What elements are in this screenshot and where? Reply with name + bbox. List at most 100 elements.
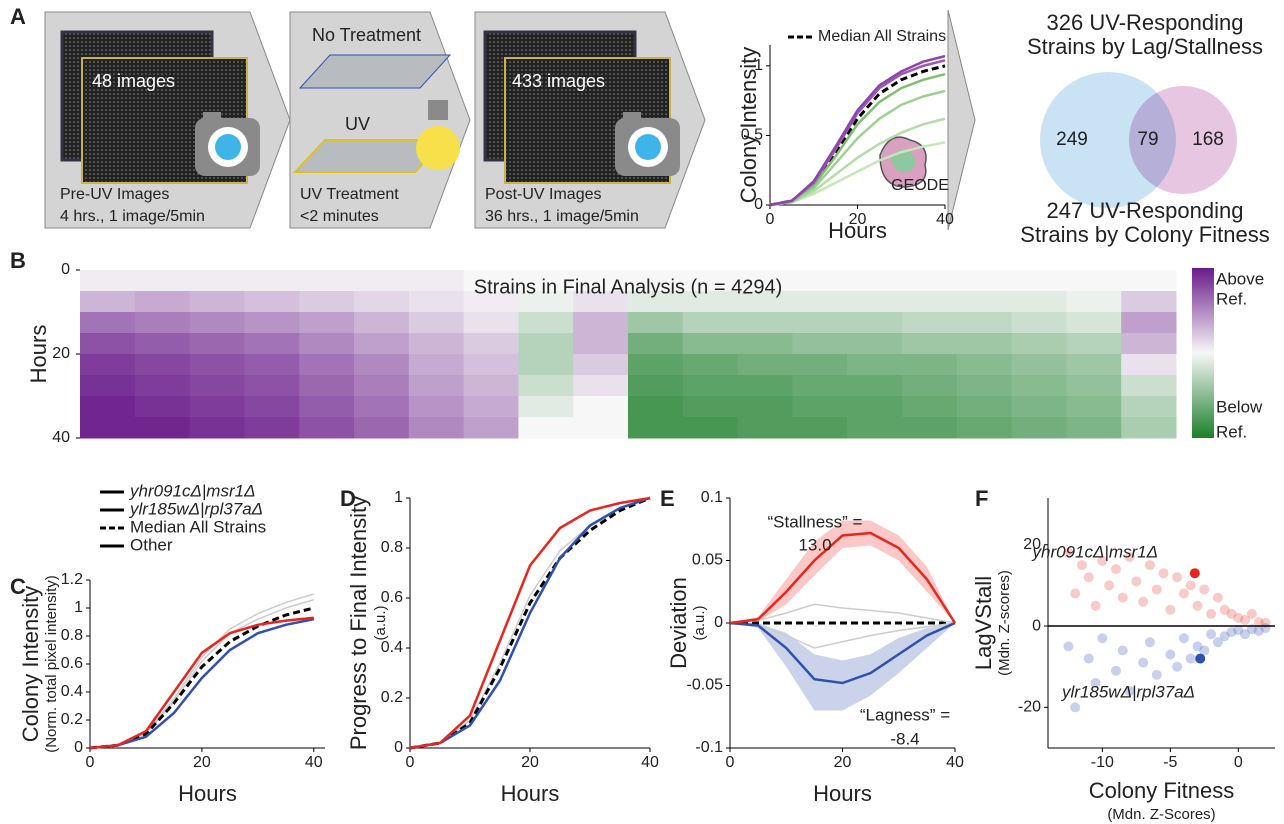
scatter-point — [1165, 649, 1176, 660]
scatter-point — [1260, 617, 1271, 628]
heatmap-cell — [189, 312, 245, 334]
heatmap-cell — [1011, 291, 1067, 313]
heatmap-cell — [354, 375, 410, 397]
heatmap-cell — [244, 354, 300, 376]
venn-subtitle: 247 UV-Responding — [1047, 198, 1244, 223]
scatter-point — [1110, 665, 1121, 676]
y-tick-label: 0.8 — [381, 539, 403, 556]
y-axis-sublabel: (a.u.) — [372, 605, 389, 640]
annotation: yhr091cΔ|msr1Δ — [1032, 542, 1158, 561]
heatmap-cell — [792, 396, 848, 418]
heatmap-cell — [682, 291, 739, 313]
colorbar — [1192, 268, 1214, 438]
y-axis-sublabel: (Mdn. Z-scores) — [996, 570, 1013, 676]
series-line — [769, 54, 946, 207]
heatmap-cell — [573, 354, 629, 376]
series-line — [409, 496, 651, 750]
heatmap-cell — [628, 417, 684, 439]
y-axis-sublabel: (a.u.) — [691, 605, 708, 640]
scatter-point — [1219, 604, 1230, 615]
scatter-point — [1178, 588, 1189, 599]
scatter-point — [1233, 625, 1244, 636]
heatmap-cell — [847, 333, 903, 355]
y-tick-label: 0.5 — [741, 127, 763, 144]
x-tick-label: 0 — [86, 754, 95, 771]
heatmap-cell — [134, 396, 191, 418]
highlight-point — [1189, 568, 1200, 579]
heatmap-cell — [408, 291, 465, 313]
heatmap-cell — [847, 270, 903, 292]
heatmap-cell — [737, 270, 793, 292]
heatmap-cell — [573, 375, 629, 397]
heatmap-cell — [1011, 417, 1067, 439]
heatmap-cell — [902, 270, 958, 292]
series-line — [729, 621, 956, 685]
venn-count: 79 — [1137, 129, 1158, 150]
heatmap-cell — [1011, 333, 1067, 355]
y-tick-label: 1 — [394, 489, 403, 506]
x-tick-label: 20 — [193, 754, 211, 771]
y-tick-label: 0 — [1032, 617, 1041, 634]
annotation: 13.0 — [798, 535, 831, 554]
heatmap-cell — [682, 333, 739, 355]
series-line — [409, 497, 651, 749]
heatmap-cell — [1066, 375, 1122, 397]
step-detail: <2 minutes — [300, 208, 379, 225]
scatter-point — [1131, 576, 1142, 587]
x-tick-label: -5 — [1163, 754, 1177, 771]
x-tick-label: 0 — [766, 211, 775, 228]
y-tick-label: -0.1 — [695, 739, 723, 756]
x-tick-label: 40 — [641, 754, 659, 771]
heatmap-cell — [1066, 270, 1122, 292]
heatmap-cell — [1066, 312, 1122, 334]
heatmap-cell — [80, 375, 136, 397]
heatmap-cell — [792, 333, 848, 355]
x-tick-label: 0 — [726, 754, 735, 771]
heatmap-cell — [354, 354, 410, 376]
heatmap-cell — [354, 270, 410, 292]
heatmap-cell — [299, 417, 355, 439]
heatmap-cell — [682, 354, 739, 376]
scatter-point — [1240, 629, 1251, 640]
heatmap-cell — [737, 312, 793, 334]
heatmap-cell — [463, 375, 519, 397]
y-tick-label: 0 — [61, 261, 70, 278]
heatmap-cell — [518, 312, 574, 334]
y-tick-label: 0.6 — [61, 655, 83, 672]
scatter-point — [1206, 629, 1217, 640]
heatmap-cell — [1121, 333, 1177, 355]
scatter-point — [1090, 600, 1101, 611]
heatmap-cell — [956, 396, 1013, 418]
heatmap-cell — [956, 333, 1013, 355]
step-label: UV Treatment — [300, 186, 399, 203]
annotation: ylr185wΔ|rpl37aΔ — [1061, 682, 1195, 701]
scatter-point — [1151, 669, 1162, 680]
heatmap-cell — [518, 291, 574, 313]
heatmap-cell — [956, 375, 1013, 397]
heatmap-cell — [902, 354, 958, 376]
heatmap-cell — [299, 312, 355, 334]
confidence-band — [730, 623, 955, 711]
colorbar-label: Ref. — [1216, 289, 1247, 308]
scatter-point — [1185, 653, 1196, 664]
x-tick-label: 0 — [1234, 754, 1243, 771]
heatmap-cell — [299, 270, 355, 292]
inset-label: GEODE — [891, 177, 949, 194]
step-pre-uv: 48 images Pre-UV Images 4 hrs., 1 image/… — [44, 11, 291, 229]
y-tick-label: 0.4 — [381, 639, 403, 656]
heatmap-cell — [1066, 354, 1122, 376]
x-tick-label: 40 — [305, 754, 323, 771]
scatter-point — [1138, 657, 1149, 668]
heatmap-cell — [408, 333, 465, 355]
colorbar-label: Ref. — [1216, 422, 1247, 441]
scatter-point — [1219, 631, 1230, 642]
x-axis-label: Hours — [828, 218, 887, 243]
legend-label: yhr091cΔ|msr1Δ — [129, 481, 255, 500]
y-tick-label: 0.8 — [61, 627, 83, 644]
heatmap-cell — [628, 270, 684, 292]
scatter-point — [1212, 592, 1223, 603]
heatmap-cell — [902, 333, 958, 355]
heatmap-cell — [1121, 417, 1177, 439]
heatmap-cell — [628, 375, 684, 397]
legend-label: Other — [130, 535, 173, 554]
